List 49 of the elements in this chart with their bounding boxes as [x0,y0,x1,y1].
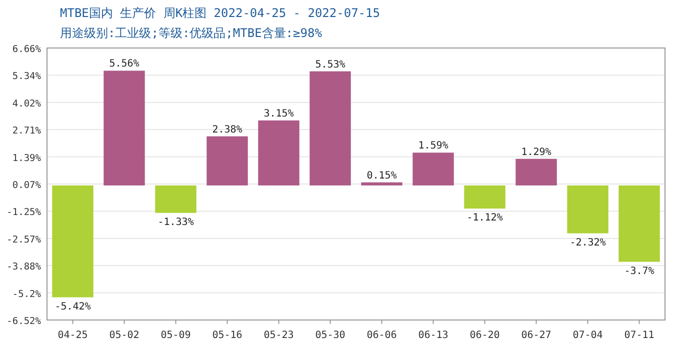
bar [567,185,608,234]
bar [258,120,300,186]
x-tick-label: 07-04 [572,330,603,341]
x-tick-label: 07-11 [624,330,654,341]
x-tick-label: 05-09 [160,330,191,341]
x-tick-label: 06-27 [521,330,552,341]
data-label: -3.7% [624,266,654,277]
y-tick-label: -2.57% [6,234,42,246]
x-tick-label: 05-16 [212,330,242,341]
y-tick-label: 0.07% [12,180,42,191]
y-tick-label: 2.71% [12,126,42,137]
x-tick-label: 06-06 [366,330,397,341]
data-label: 1.59% [418,140,448,152]
bar [104,70,145,186]
bar [155,185,196,213]
x-tick-label: 05-02 [109,330,140,341]
data-label: -2.32% [570,237,606,248]
y-tick-label: 1.39% [12,152,42,164]
y-tick-label: -1.25% [6,207,42,218]
y-tick-label: 6.66% [12,44,42,55]
bar [52,185,94,298]
y-tick-label: -5.2% [12,288,42,300]
bar [206,136,248,186]
bar [464,185,506,209]
bar [618,185,660,262]
bar [361,182,402,186]
data-label: 5.56% [109,58,140,70]
bar [516,158,557,186]
bar [412,152,454,186]
x-tick-label: 06-13 [418,330,448,341]
data-label: 0.15% [366,170,397,182]
x-tick-label: 05-23 [264,330,294,341]
y-tick-label: 5.34% [12,71,42,82]
chart-subtitle: 用途级别:工业级;等级:优级品;MTBE含量:≥98% [60,26,323,40]
data-label: -1.12% [466,212,503,224]
y-tick-label: -6.52% [6,316,42,327]
data-label: 2.38% [212,124,242,136]
data-label: -5.42% [54,301,91,312]
data-label: 3.15% [264,108,294,120]
chart-title: MTBE国内 生产价 周K柱图 2022-04-25 - 2022-07-15 [60,6,380,20]
y-tick-label: -3.88% [6,262,42,273]
bar [310,71,351,186]
data-label: -1.33% [158,216,194,228]
y-tick-label: 4.02% [12,98,42,110]
x-tick-label: 06-20 [470,330,500,341]
data-label: 5.53% [315,59,346,70]
x-tick-label: 05-30 [315,330,346,341]
x-tick-label: 04-25 [58,330,88,341]
data-label: 1.29% [521,146,552,158]
